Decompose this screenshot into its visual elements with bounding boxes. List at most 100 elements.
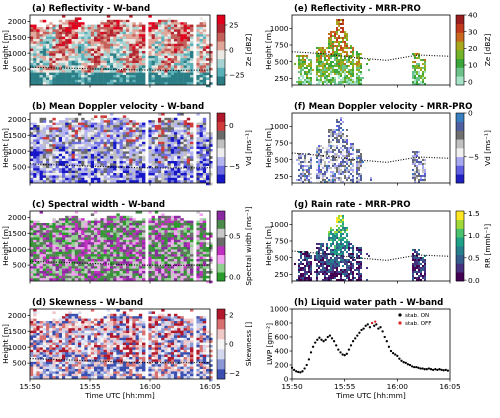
data-point — [404, 361, 407, 365]
y-ticks: 500 1000 1500 2000 — [8, 311, 30, 368]
data-point — [446, 369, 450, 372]
x-tick-label: 16:05 — [439, 382, 461, 391]
data-point — [444, 368, 447, 372]
plot-area — [29, 309, 213, 382]
data-point — [368, 326, 372, 329]
colorbar-swatch — [217, 139, 225, 149]
data-point — [316, 338, 319, 341]
plot-frame — [291, 112, 451, 184]
data-point — [332, 340, 336, 343]
x-ticks — [291, 281, 451, 284]
colorbar-swatch — [217, 58, 225, 68]
plot-area — [291, 19, 451, 85]
data-point — [427, 367, 431, 370]
data-point — [314, 341, 317, 344]
colorbar-tick-label: −25 — [229, 71, 245, 80]
colorbar: 2 0 −2 Skewness [] — [216, 308, 253, 380]
panel-title: (b) Mean Doppler velocity - W-band — [32, 102, 204, 112]
data-point — [370, 321, 374, 325]
data-point — [343, 354, 346, 357]
colorbar-swatch — [217, 319, 225, 330]
x-ticks — [29, 281, 211, 284]
colorbar-swatch — [217, 246, 225, 256]
colorbar-swatch — [456, 211, 464, 221]
colorbar-swatch — [456, 58, 464, 68]
data-point — [400, 359, 403, 362]
x-ticks — [291, 183, 451, 186]
legend-label: stab. ON — [405, 313, 429, 319]
data-point — [406, 363, 410, 366]
x-ticks: 15:50 15:55 16:00 16:05 — [281, 379, 461, 391]
plot-frame — [291, 210, 451, 282]
y-tick-label: 1500 — [8, 229, 27, 238]
data-point — [440, 368, 443, 372]
x-tick-label: 15:50 — [281, 382, 303, 391]
y-tick-label: 750 — [274, 237, 288, 246]
plot-area — [290, 320, 450, 374]
y-tick-label: 1000 — [8, 343, 27, 352]
colorbar: 0 −5 Vd [ms⁻¹] — [455, 109, 492, 184]
plot-area — [29, 211, 213, 284]
panel-d: (d) Skewness - W-band 500 1000 1500 2000 Heig… — [1, 298, 253, 400]
data-point — [307, 358, 311, 361]
y-axis-label: Height [m] — [1, 128, 10, 168]
y-ticks: 250 500 750 1000 — [270, 122, 292, 181]
y-axis-label: Height [m] — [1, 226, 10, 266]
data-point — [360, 328, 363, 332]
data-point — [374, 320, 377, 323]
colorbar-swatch — [217, 67, 225, 77]
y-tick-label: 1000 — [270, 220, 289, 229]
data-point — [410, 365, 414, 368]
data-point — [394, 353, 397, 356]
data-point — [421, 367, 424, 370]
panel-f: (f) Mean Doppler velocity - MRR-PRO 250 50… — [264, 102, 492, 186]
y-tick-label: 1000 — [8, 245, 27, 254]
colorbar-swatch — [456, 148, 464, 158]
panel-b: (b) Mean Doppler velocity - W-band 500 100… — [1, 102, 253, 186]
y-tick-label: 400 — [274, 347, 288, 356]
colorbar: 0 −5 Vd [ms⁻¹] — [216, 112, 253, 184]
x-axis-label: Time UTC [hh:mm] — [335, 391, 406, 400]
y-axis-label: Height [m] — [264, 30, 273, 70]
data-point — [391, 351, 395, 355]
y-tick-label: 2000 — [8, 311, 27, 320]
colorbar-tick-label: 10 — [468, 61, 478, 70]
data-point — [389, 349, 393, 353]
colorbar-frame — [455, 210, 465, 282]
y-tick-label: 2000 — [8, 213, 27, 222]
colorbar-swatch — [456, 246, 464, 256]
data-point — [413, 365, 416, 369]
colorbar-swatch — [456, 237, 464, 247]
colorbar-swatch — [456, 254, 464, 264]
colorbar-swatch — [217, 15, 225, 25]
data-point — [366, 323, 369, 326]
data-point — [322, 340, 325, 343]
data-point — [311, 345, 315, 348]
colorbar: 40 30 20 10 0 Ze [dBZ] — [455, 11, 492, 86]
data-point — [442, 369, 445, 372]
data-point — [375, 323, 378, 326]
colorbar-tick-label: 1.0 — [468, 231, 480, 240]
colorbar-swatch — [217, 76, 225, 86]
data-point — [383, 335, 386, 339]
data-point — [358, 331, 361, 334]
data-point — [301, 370, 304, 373]
y-tick-label: 500 — [274, 57, 288, 66]
dotted-line — [291, 250, 451, 261]
dotted-line — [291, 152, 451, 163]
data-point — [362, 327, 365, 330]
data-point — [328, 334, 332, 337]
y-axis-label: Height [m] — [1, 324, 10, 364]
data-point — [396, 354, 399, 358]
x-ticks — [29, 85, 211, 88]
colorbar-swatch — [456, 174, 464, 184]
y-tick-label: 750 — [274, 139, 288, 148]
y-tick-label: 600 — [274, 333, 288, 342]
colorbar-swatch — [217, 148, 225, 158]
colorbar: 25 0 −25 Ze [dBZ] — [216, 14, 253, 86]
y-tick-label: 250 — [274, 270, 288, 279]
colorbar-swatch — [456, 23, 464, 33]
colorbar-swatch — [217, 309, 225, 320]
data-point — [402, 361, 405, 364]
